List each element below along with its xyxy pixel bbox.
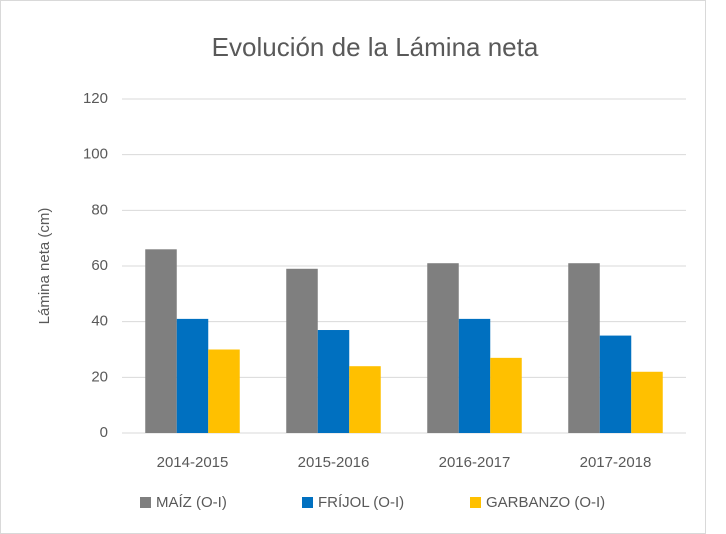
legend-swatch bbox=[302, 497, 313, 508]
y-tick-label: 80 bbox=[91, 201, 108, 218]
bar bbox=[349, 366, 381, 433]
bar bbox=[176, 318, 209, 433]
x-tick-label: 2017-2018 bbox=[580, 454, 652, 471]
bar bbox=[490, 357, 522, 433]
y-axis-label: Lámina neta (cm) bbox=[36, 208, 53, 325]
y-tick-label: 120 bbox=[83, 90, 108, 107]
x-tick-label: 2015-2016 bbox=[298, 454, 370, 471]
bar bbox=[208, 349, 240, 433]
y-tick-label: 100 bbox=[83, 146, 108, 163]
legend-label: GARBANZO (O-I) bbox=[486, 494, 605, 511]
legend-label: FRÍJOL (O-I) bbox=[318, 494, 404, 511]
x-tick-label: 2014-2015 bbox=[157, 454, 229, 471]
bar bbox=[631, 371, 663, 433]
legend-swatch bbox=[140, 497, 151, 508]
bar bbox=[317, 330, 350, 433]
chart-title: Evolución de la Lámina neta bbox=[212, 32, 539, 62]
bar bbox=[458, 318, 491, 433]
legend-label: MAÍZ (O-I) bbox=[156, 494, 227, 511]
y-tick-label: 0 bbox=[100, 424, 108, 441]
y-tick-label: 40 bbox=[91, 313, 108, 330]
legend-swatch bbox=[470, 497, 481, 508]
bar bbox=[427, 263, 459, 433]
bar bbox=[145, 249, 177, 433]
bar bbox=[568, 263, 600, 433]
x-tick-label: 2016-2017 bbox=[439, 454, 511, 471]
bar bbox=[286, 268, 318, 433]
y-tick-label: 60 bbox=[91, 257, 108, 274]
bar bbox=[599, 335, 632, 433]
y-tick-label: 20 bbox=[91, 368, 108, 385]
